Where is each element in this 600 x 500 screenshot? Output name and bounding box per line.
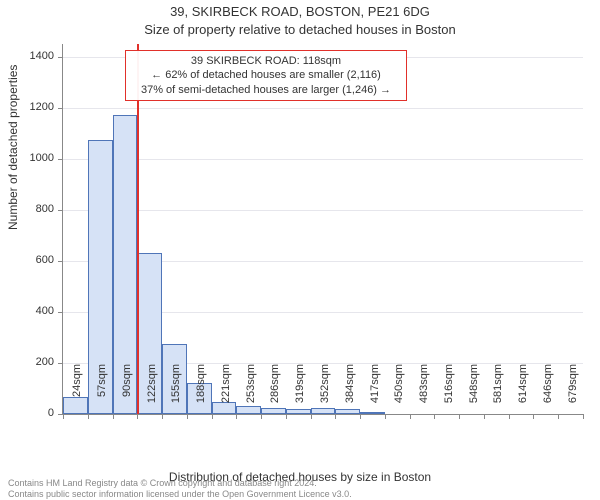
xtick-label: 286sqm xyxy=(269,364,281,418)
ytick-label: 600 xyxy=(0,255,54,266)
xtick-mark xyxy=(509,414,510,419)
xtick-mark xyxy=(286,414,287,419)
gridline xyxy=(63,159,583,160)
footer: Contains HM Land Registry data © Crown c… xyxy=(8,478,352,500)
annotation-line-3: 37% of semi-detached houses are larger (… xyxy=(132,83,400,97)
ytick-mark xyxy=(58,57,63,58)
ytick-mark xyxy=(58,312,63,313)
xtick-label: 221sqm xyxy=(220,364,232,418)
title-line-1: 39, SKIRBECK ROAD, BOSTON, PE21 6DG xyxy=(0,4,600,19)
xtick-mark xyxy=(434,414,435,419)
xtick-label: 581sqm xyxy=(492,364,504,418)
xtick-mark xyxy=(311,414,312,419)
annotation-box: 39 SKIRBECK ROAD: 118sqm ← 62% of detach… xyxy=(125,50,407,101)
xtick-label: 417sqm xyxy=(369,364,381,418)
chart-container: 39, SKIRBECK ROAD, BOSTON, PE21 6DG Size… xyxy=(0,0,600,500)
xtick-mark xyxy=(261,414,262,419)
xtick-mark xyxy=(63,414,64,419)
gridline xyxy=(63,210,583,211)
annotation-line-1: 39 SKIRBECK ROAD: 118sqm xyxy=(132,54,400,68)
xtick-mark xyxy=(137,414,138,419)
xtick-mark xyxy=(88,414,89,419)
xtick-label: 679sqm xyxy=(567,364,579,418)
ytick-mark xyxy=(58,210,63,211)
ytick-mark xyxy=(58,363,63,364)
xtick-label: 384sqm xyxy=(344,364,356,418)
xtick-label: 483sqm xyxy=(418,364,430,418)
xtick-mark xyxy=(236,414,237,419)
footer-line-2: Contains public sector information licen… xyxy=(8,489,352,500)
xtick-label: 122sqm xyxy=(146,364,158,418)
ytick-label: 200 xyxy=(0,357,54,368)
ytick-label: 1400 xyxy=(0,51,54,62)
xtick-mark xyxy=(162,414,163,419)
xtick-mark xyxy=(385,414,386,419)
xtick-label: 90sqm xyxy=(121,364,133,418)
ytick-label: 0 xyxy=(0,408,54,419)
xtick-mark xyxy=(410,414,411,419)
annotation-line-2: ← 62% of detached houses are smaller (2,… xyxy=(132,68,400,82)
xtick-label: 155sqm xyxy=(170,364,182,418)
ytick-mark xyxy=(58,159,63,160)
xtick-label: 450sqm xyxy=(393,364,405,418)
xtick-mark xyxy=(335,414,336,419)
xtick-mark xyxy=(558,414,559,419)
xtick-label: 253sqm xyxy=(245,364,257,418)
gridline xyxy=(63,108,583,109)
ytick-label: 800 xyxy=(0,204,54,215)
footer-line-1: Contains HM Land Registry data © Crown c… xyxy=(8,478,352,489)
xtick-label: 319sqm xyxy=(294,364,306,418)
xtick-label: 516sqm xyxy=(443,364,455,418)
xtick-label: 614sqm xyxy=(517,364,529,418)
xtick-label: 24sqm xyxy=(71,364,83,418)
xtick-mark xyxy=(360,414,361,419)
xtick-label: 646sqm xyxy=(542,364,554,418)
xtick-mark xyxy=(212,414,213,419)
ytick-label: 1200 xyxy=(0,102,54,113)
xtick-mark xyxy=(459,414,460,419)
xtick-label: 352sqm xyxy=(319,364,331,418)
xtick-mark xyxy=(113,414,114,419)
plot-area: 24sqm 57sqm 90sqm 122sqm 155sqm 188sqm 221sqm 2… xyxy=(62,44,583,415)
xtick-label: 548sqm xyxy=(468,364,480,418)
xtick-mark xyxy=(533,414,534,419)
title-line-2: Size of property relative to detached ho… xyxy=(0,22,600,37)
ytick-mark xyxy=(58,108,63,109)
xtick-label: 188sqm xyxy=(195,364,207,418)
xtick-mark xyxy=(583,414,584,419)
ytick-label: 400 xyxy=(0,306,54,317)
xtick-mark xyxy=(484,414,485,419)
xtick-mark xyxy=(187,414,188,419)
xtick-label: 57sqm xyxy=(96,364,108,418)
ytick-label: 1000 xyxy=(0,153,54,164)
ytick-mark xyxy=(58,261,63,262)
